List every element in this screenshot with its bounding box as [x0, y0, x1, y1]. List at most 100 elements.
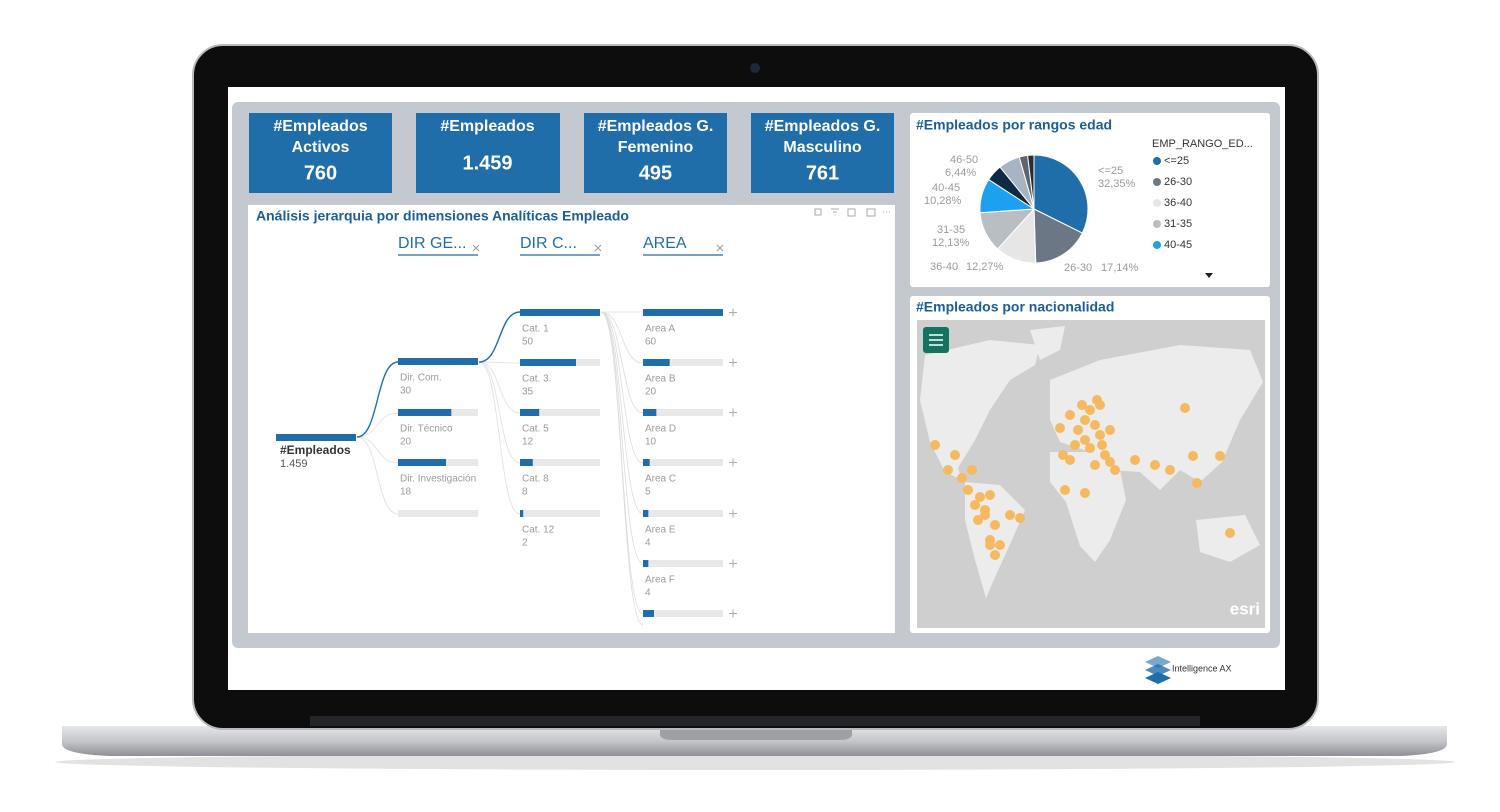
map-point	[1065, 455, 1075, 465]
map-point	[1100, 450, 1110, 460]
footer-brand: Intelligence AX	[1172, 663, 1232, 673]
map-point	[963, 485, 973, 495]
map-point	[1070, 440, 1080, 450]
pie-slice	[1033, 154, 1089, 234]
node-bar	[643, 459, 650, 466]
node-value: 60	[645, 337, 657, 348]
node-value: 12	[522, 437, 534, 448]
map-title: #Empleados por nacionalidad	[916, 299, 1114, 315]
tree-connector	[478, 361, 521, 515]
remove-level[interactable]	[594, 244, 602, 252]
map-point	[1110, 465, 1120, 475]
pie-label-category: 36-40	[930, 261, 958, 273]
expand-node[interactable]	[729, 559, 737, 568]
node-bar	[520, 409, 540, 416]
map-point	[1095, 430, 1105, 440]
tree-connector	[600, 311, 644, 364]
level-header: DIR GE...	[398, 235, 466, 252]
kpi-card	[584, 113, 727, 193]
map-point	[1105, 457, 1115, 467]
map-point	[1005, 510, 1015, 520]
map-point	[1225, 528, 1235, 538]
map-point	[1055, 423, 1065, 433]
node-bar	[520, 359, 576, 366]
map-point	[1150, 460, 1160, 470]
node-label: Area B	[645, 374, 676, 385]
map-point	[967, 465, 977, 475]
kpi-value: 1.459	[462, 152, 512, 174]
tree-connector	[478, 361, 521, 464]
expand-node[interactable]	[729, 308, 737, 317]
pie-label-value: 32,35%	[1098, 178, 1136, 190]
map-point	[973, 515, 983, 525]
tree-connector	[478, 361, 521, 364]
node-track	[643, 510, 723, 517]
node-label: Cat. 8	[522, 474, 549, 485]
map-point	[930, 440, 940, 450]
node-value: 5	[645, 487, 651, 498]
tree-card	[248, 205, 895, 633]
node-bar	[643, 409, 657, 416]
node-value: 50	[522, 337, 534, 348]
node-label: Area F	[645, 575, 675, 586]
map-point	[1060, 485, 1070, 495]
legend-swatch	[1153, 241, 1161, 249]
map-point	[957, 473, 967, 483]
footer-logo	[1145, 656, 1171, 684]
legend-scroll[interactable]	[1205, 273, 1213, 278]
map-point	[1097, 440, 1107, 450]
node-track	[520, 409, 600, 416]
map-point	[1058, 450, 1068, 460]
map-point	[1015, 513, 1025, 523]
map-point	[970, 500, 980, 510]
expand-node[interactable]	[729, 458, 737, 467]
node-track	[643, 409, 723, 416]
kpi-title: Activos	[292, 139, 350, 156]
map-point	[1065, 410, 1075, 420]
map-point	[975, 492, 985, 502]
map-point	[985, 490, 995, 500]
map-point	[1080, 415, 1090, 425]
node-bar	[643, 560, 649, 567]
expand-node[interactable]	[729, 358, 737, 367]
kpi-title: #Empleados G.	[598, 118, 714, 135]
node-track	[643, 359, 723, 366]
tree-connector	[356, 436, 399, 464]
remove-level[interactable]	[716, 244, 724, 252]
node-value: 30	[400, 386, 412, 397]
tree-connector	[600, 311, 644, 565]
level-header: AREA	[643, 235, 687, 252]
map-point	[950, 450, 960, 460]
node-label: Cat. 1	[522, 324, 549, 335]
node-track	[643, 560, 723, 567]
map-point	[1073, 425, 1083, 435]
kpi-card	[416, 113, 560, 193]
node-label: Dir. Investigación	[400, 474, 476, 485]
node-label: Dir. Técnico	[400, 424, 453, 435]
map-point	[1077, 400, 1087, 410]
remove-level[interactable]	[472, 244, 480, 252]
map-point	[995, 540, 1005, 550]
expand-node[interactable]	[729, 609, 737, 618]
legend-swatch	[1153, 178, 1161, 186]
legend-label: 40-45	[1164, 239, 1192, 251]
node-label: Area E	[645, 525, 676, 536]
map-point	[1215, 451, 1225, 461]
kpi-card	[249, 113, 392, 193]
node-bar	[520, 459, 533, 466]
node-value: 18	[400, 487, 412, 498]
expand-node[interactable]	[729, 408, 737, 417]
kpi-card	[751, 113, 894, 193]
pie-label-value: 10,28%	[924, 195, 962, 207]
root-label: #Empleados	[280, 443, 351, 457]
pie-title: #Empleados por rangos edad	[916, 117, 1112, 133]
kpi-title: #Empleados G.	[765, 118, 881, 135]
map-point	[1080, 488, 1090, 498]
expand-node[interactable]	[729, 509, 737, 518]
legend-label: 26-30	[1164, 176, 1192, 188]
map-point	[1105, 425, 1115, 435]
visual-header-icons[interactable]	[814, 208, 891, 217]
node-track	[520, 510, 600, 517]
map-point	[1085, 443, 1095, 453]
